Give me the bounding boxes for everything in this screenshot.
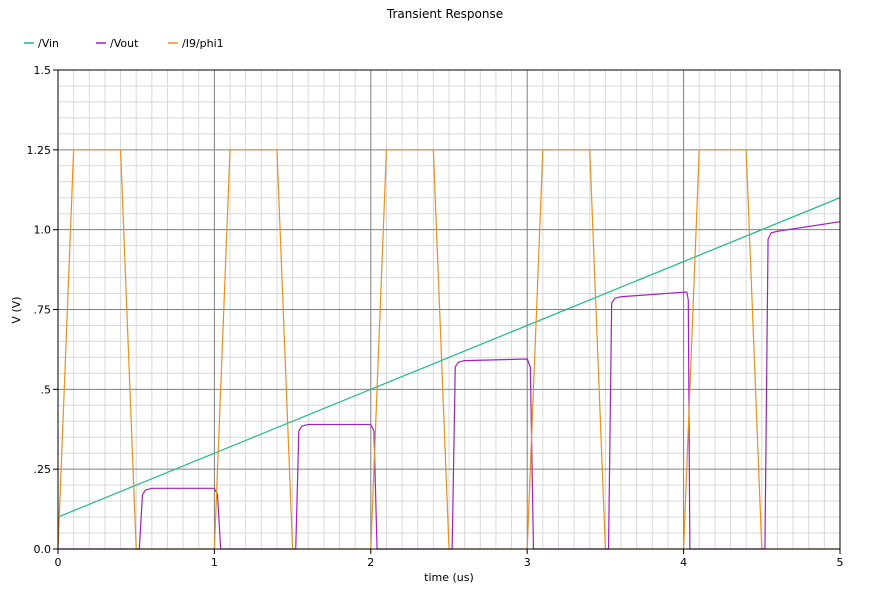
x-tick-label: 3 [524, 556, 531, 569]
legend: /Vin/Vout/I9/phi1 [24, 37, 224, 50]
x-tick-label: 1 [211, 556, 218, 569]
series-line-2 [58, 221, 841, 550]
legend-label: /Vout [110, 37, 139, 50]
series-line-1 [57, 197, 841, 518]
x-tick-label: 2 [367, 556, 374, 569]
x-axis-label: time (us) [424, 571, 474, 584]
chart-title: Transient Response [386, 7, 503, 21]
x-tick-label: 4 [680, 556, 687, 569]
y-tick-label: .5 [41, 383, 52, 396]
y-tick-label: 1.5 [34, 64, 52, 77]
y-tick-label: 0.0 [34, 543, 52, 556]
legend-label: /I9/phi1 [182, 37, 224, 50]
legend-label: /Vin [38, 37, 59, 50]
x-axis-ticks: 0 1 2 3 4 5 [55, 549, 844, 569]
x-tick-label: 5 [837, 556, 844, 569]
y-tick-label: .75 [34, 304, 52, 317]
x-tick-label: 0 [55, 556, 62, 569]
y-tick-label: .25 [34, 463, 52, 476]
y-tick-label: 1.0 [34, 224, 52, 237]
y-axis-ticks: 0.0 .25 .5 .75 1.0 1.25 1.5 [27, 64, 58, 556]
y-axis-label: V (V) [10, 296, 23, 323]
y-tick-label: 1.25 [27, 144, 52, 157]
